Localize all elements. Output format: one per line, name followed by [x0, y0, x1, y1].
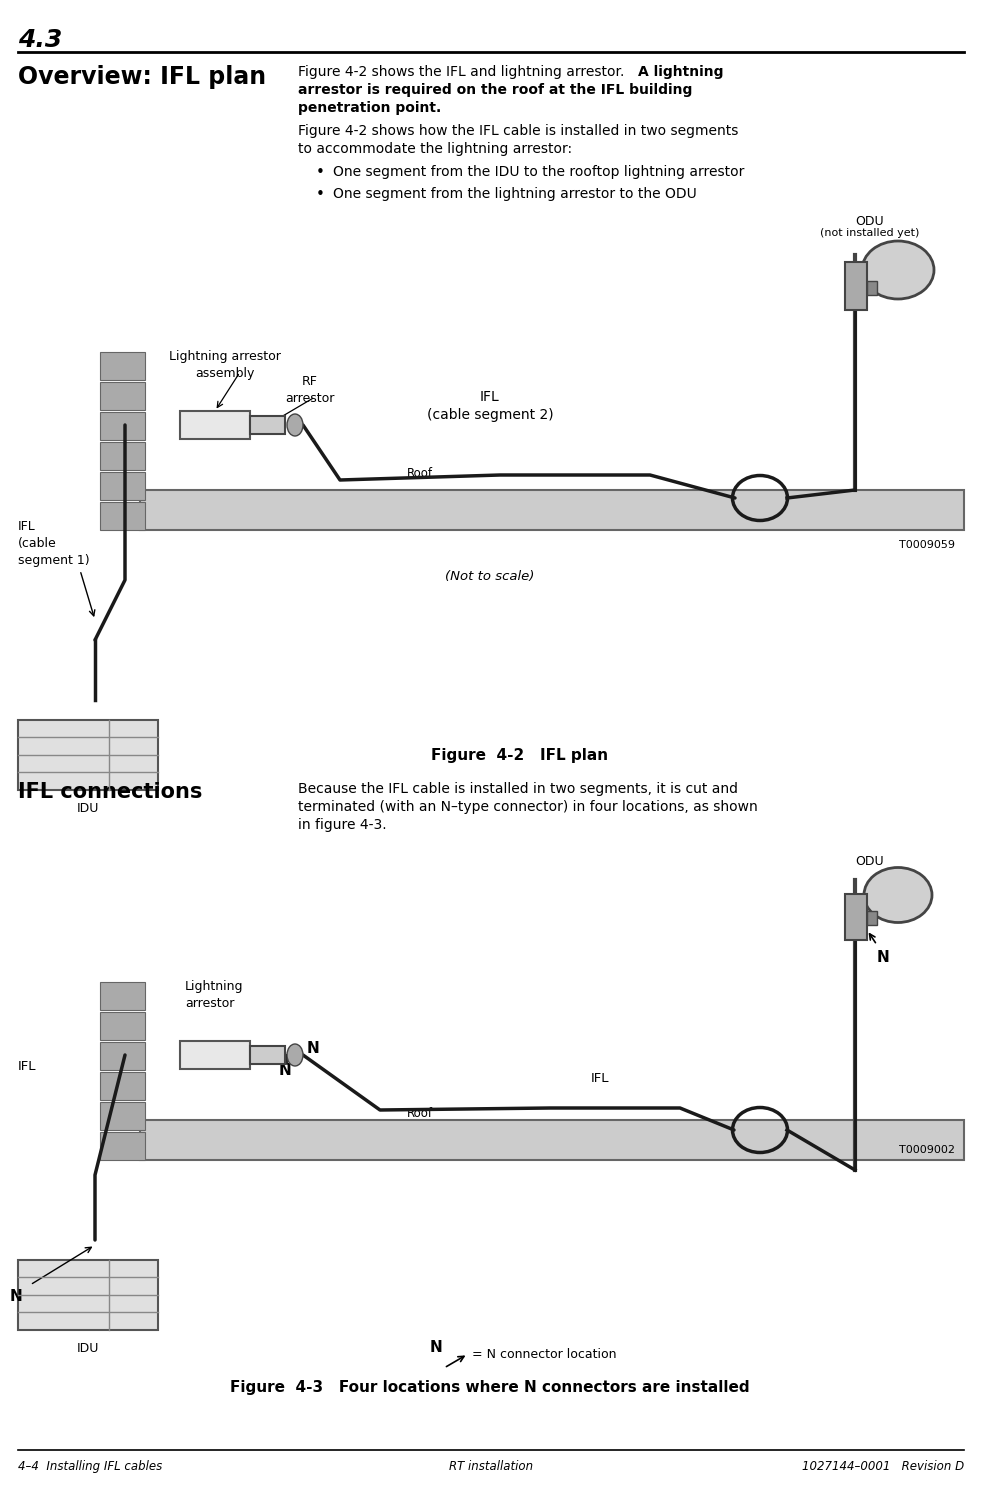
- Text: Figure  4-3   Four locations where N connectors are installed: Figure 4-3 Four locations where N connec…: [230, 1379, 750, 1396]
- Text: ODU: ODU: [855, 214, 885, 228]
- Bar: [100, 982, 145, 1010]
- Ellipse shape: [862, 241, 934, 299]
- Bar: [867, 911, 877, 926]
- Text: N: N: [430, 1341, 443, 1356]
- Text: 1027144–0001   Revision D: 1027144–0001 Revision D: [802, 1460, 964, 1473]
- Text: Roof: Roof: [407, 467, 433, 481]
- Bar: [18, 720, 158, 790]
- Bar: [18, 1260, 158, 1330]
- Ellipse shape: [287, 1045, 303, 1065]
- Text: Figure 4-2 shows the IFL and lightning arrestor.: Figure 4-2 shows the IFL and lightning a…: [298, 65, 628, 79]
- Text: RT installation: RT installation: [449, 1460, 533, 1473]
- Bar: [140, 490, 964, 530]
- Text: penetration point.: penetration point.: [298, 101, 441, 115]
- Text: in figure 4-3.: in figure 4-3.: [298, 818, 387, 832]
- Text: 4.3: 4.3: [18, 28, 62, 52]
- Text: = N connector location: = N connector location: [472, 1348, 617, 1362]
- Text: T0009002: T0009002: [899, 1144, 955, 1155]
- Bar: [100, 472, 145, 500]
- Bar: [100, 442, 145, 470]
- Text: arrestor is required on the roof at the IFL building: arrestor is required on the roof at the …: [298, 83, 692, 97]
- Bar: [180, 411, 250, 439]
- Text: Overview: IFL plan: Overview: IFL plan: [18, 65, 266, 89]
- Bar: [845, 262, 867, 310]
- Bar: [250, 1046, 285, 1064]
- Bar: [100, 1132, 145, 1161]
- Text: 4–4  Installing IFL cables: 4–4 Installing IFL cables: [18, 1460, 162, 1473]
- Bar: [250, 417, 285, 434]
- Text: IDU: IDU: [77, 1342, 99, 1356]
- Text: N: N: [877, 949, 890, 966]
- Bar: [140, 1120, 964, 1161]
- Text: IFL: IFL: [18, 1059, 36, 1073]
- Text: IFL connections: IFL connections: [18, 783, 202, 802]
- Bar: [100, 412, 145, 440]
- Text: Roof: Roof: [407, 1107, 433, 1120]
- Bar: [180, 1042, 250, 1068]
- Text: •: •: [316, 165, 325, 180]
- Text: N: N: [10, 1289, 23, 1303]
- Text: (Not to scale): (Not to scale): [445, 570, 534, 583]
- Text: One segment from the lightning arrestor to the ODU: One segment from the lightning arrestor …: [333, 187, 697, 201]
- Bar: [845, 894, 867, 940]
- Text: Lightning
arrestor: Lightning arrestor: [185, 981, 244, 1010]
- Ellipse shape: [287, 414, 303, 436]
- Ellipse shape: [864, 868, 932, 923]
- Text: Figure 4-2 shows how the IFL cable is installed in two segments: Figure 4-2 shows how the IFL cable is in…: [298, 124, 738, 138]
- Text: terminated (with an N–type connector) in four locations, as shown: terminated (with an N–type connector) in…: [298, 801, 758, 814]
- Text: (not installed yet): (not installed yet): [820, 228, 920, 238]
- Bar: [100, 1012, 145, 1040]
- Text: Lightning arrestor
assembly: Lightning arrestor assembly: [169, 350, 281, 379]
- Bar: [100, 1042, 145, 1070]
- Text: IFL: IFL: [591, 1071, 609, 1085]
- Bar: [100, 501, 145, 530]
- Bar: [100, 382, 145, 411]
- Bar: [100, 353, 145, 379]
- Text: A lightning: A lightning: [638, 65, 724, 79]
- Text: N: N: [307, 1042, 320, 1056]
- Text: Figure  4-2   IFL plan: Figure 4-2 IFL plan: [431, 748, 609, 763]
- Text: One segment from the IDU to the rooftop lightning arrestor: One segment from the IDU to the rooftop …: [333, 165, 744, 179]
- Bar: [867, 281, 877, 295]
- Text: to accommodate the lightning arrestor:: to accommodate the lightning arrestor:: [298, 141, 573, 156]
- Text: •: •: [316, 187, 325, 202]
- Text: N: N: [279, 1062, 292, 1077]
- Text: IDU: IDU: [77, 802, 99, 815]
- Bar: [100, 1103, 145, 1129]
- Text: IFL
(cable
segment 1): IFL (cable segment 1): [18, 519, 89, 567]
- Bar: [100, 1071, 145, 1100]
- Text: T0009059: T0009059: [899, 540, 955, 551]
- Text: Because the IFL cable is installed in two segments, it is cut and: Because the IFL cable is installed in tw…: [298, 783, 738, 796]
- Text: IFL
(cable segment 2): IFL (cable segment 2): [427, 390, 553, 423]
- Text: RF
arrestor: RF arrestor: [286, 375, 335, 405]
- Text: ODU: ODU: [855, 856, 885, 868]
